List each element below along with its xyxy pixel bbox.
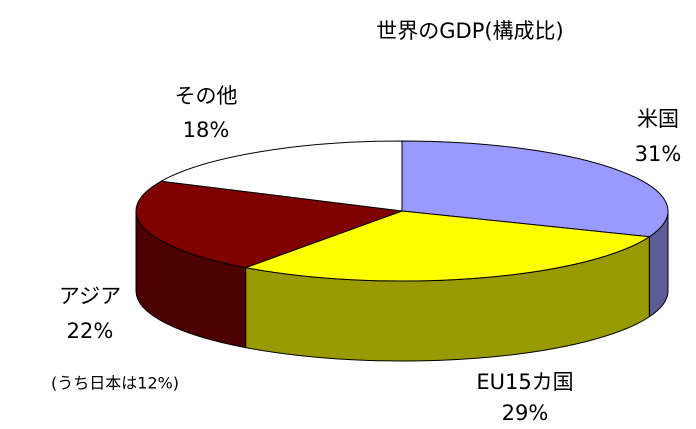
pie-slice [401,140,669,238]
value-label: 31% [635,142,682,166]
slice-label: アジア [59,284,121,308]
value-label: 18% [183,118,230,142]
pie-slice [243,210,651,282]
annotation: (うち日本は12%) [51,374,179,393]
pie-slice [159,140,403,212]
slice-label: EU15カ国 [476,370,573,394]
chart-title: 世界のGDP(構成比) [376,19,564,43]
value-label: 22% [67,319,114,343]
value-label: 29% [502,401,549,425]
slice-label: 米国 [637,107,679,131]
slice-label: その他 [175,84,238,108]
